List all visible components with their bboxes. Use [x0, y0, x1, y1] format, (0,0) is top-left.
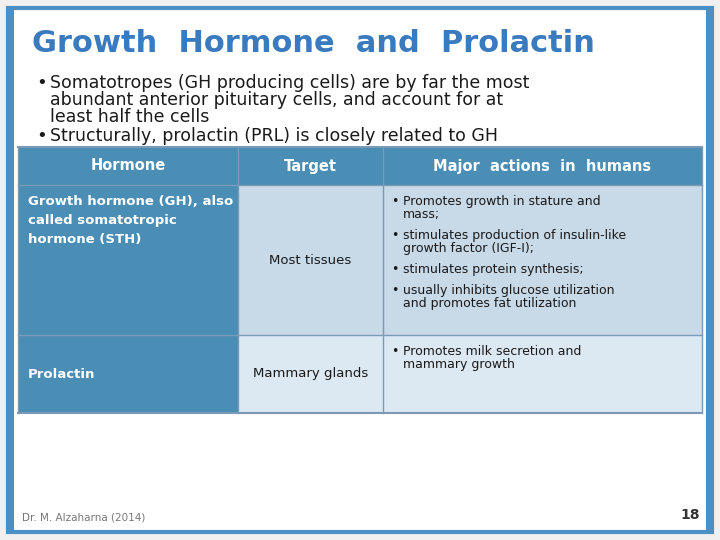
- Text: Somatotropes (GH producing cells) are by far the most: Somatotropes (GH producing cells) are by…: [50, 74, 529, 92]
- Text: Target: Target: [284, 159, 337, 173]
- Bar: [8, 8, 14, 532]
- Text: abundant anterior pituitary cells, and account for at: abundant anterior pituitary cells, and a…: [50, 91, 503, 109]
- Text: Major  actions  in  humans: Major actions in humans: [433, 159, 652, 173]
- Bar: [238, 185, 383, 335]
- Text: Structurally, prolactin (PRL) is closely related to GH: Structurally, prolactin (PRL) is closely…: [50, 127, 498, 145]
- Bar: [706, 8, 712, 532]
- Text: stimulates production of insulin-like: stimulates production of insulin-like: [403, 229, 626, 242]
- Bar: [383, 335, 702, 413]
- Text: •: •: [391, 284, 398, 297]
- Text: growth factor (IGF-I);: growth factor (IGF-I);: [403, 242, 534, 255]
- Text: Promotes growth in stature and: Promotes growth in stature and: [403, 195, 600, 208]
- Text: Dr. M. Alzaharna (2014): Dr. M. Alzaharna (2014): [22, 512, 145, 522]
- Bar: [18, 147, 702, 185]
- Bar: [238, 335, 383, 413]
- Text: 18: 18: [680, 508, 700, 522]
- Text: least half the cells: least half the cells: [50, 108, 210, 126]
- Text: Mammary glands: Mammary glands: [253, 368, 368, 381]
- Text: Growth hormone (GH), also
called somatotropic
hormone (STH): Growth hormone (GH), also called somatot…: [28, 195, 233, 246]
- Text: •: •: [391, 195, 398, 208]
- Text: •: •: [36, 74, 47, 92]
- Text: Prolactin: Prolactin: [28, 368, 95, 381]
- Text: Growth  Hormone  and  Prolactin: Growth Hormone and Prolactin: [32, 29, 595, 57]
- Bar: [18, 335, 238, 413]
- Text: •: •: [391, 345, 398, 358]
- Text: Most tissues: Most tissues: [269, 253, 351, 267]
- Text: and promotes fat utilization: and promotes fat utilization: [403, 297, 577, 310]
- Text: usually inhibits glucose utilization: usually inhibits glucose utilization: [403, 284, 614, 297]
- Text: •: •: [36, 127, 47, 145]
- Text: mass;: mass;: [403, 208, 440, 221]
- Bar: [18, 185, 238, 335]
- Text: •: •: [391, 229, 398, 242]
- Text: •: •: [391, 263, 398, 276]
- Bar: [383, 185, 702, 335]
- Text: stimulates protein synthesis;: stimulates protein synthesis;: [403, 263, 584, 276]
- Text: Hormone: Hormone: [91, 159, 166, 173]
- Text: mammary growth: mammary growth: [403, 358, 515, 371]
- Text: Promotes milk secretion and: Promotes milk secretion and: [403, 345, 581, 358]
